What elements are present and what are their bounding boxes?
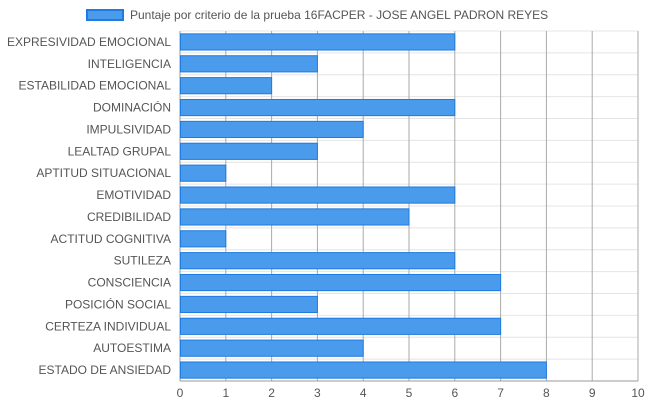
bar[interactable] [180,98,456,117]
legend-label: Puntaje por criterio de la prueba 16FACP… [130,8,549,22]
category-label: SUTILEZA [114,254,171,268]
category-label: AUTOESTIMA [93,341,171,355]
category-label: APTITUD SITUACIONAL [36,166,171,180]
x-tick-label: 1 [222,386,229,400]
x-tick-label: 4 [360,386,367,400]
x-tick-label: 9 [589,386,596,400]
bar[interactable] [180,164,227,182]
bar[interactable] [180,317,502,335]
category-label: EMOTIVIDAD [96,188,171,202]
bar[interactable] [180,273,502,292]
category-label: EXPRESIVIDAD EMOCIONAL [7,35,171,49]
x-tick-label: 3 [314,386,321,400]
x-tick-label: 8 [543,386,550,400]
bar[interactable] [180,142,318,160]
x-tick-label: 0 [177,386,184,400]
bar[interactable] [180,120,364,139]
bar[interactable] [180,208,410,226]
category-label: CREDIBILIDAD [87,210,171,224]
x-tick-label: 5 [406,386,413,400]
category-label: ESTADO DE ANSIEDAD [39,363,172,377]
category-label: ACTITUD COGNITIVA [51,232,171,246]
category-label: CONSCIENCIA [88,276,171,290]
bar[interactable] [180,295,318,314]
category-label: INTELIGENCIA [88,57,171,71]
bar[interactable] [180,186,456,204]
legend-swatch [86,9,124,21]
x-tick-label: 7 [497,386,504,400]
bar[interactable] [180,252,456,270]
bar[interactable] [180,361,547,379]
bar[interactable] [180,339,364,357]
category-label: POSICIÓN SOCIAL [65,296,171,311]
x-tick-label: 6 [451,386,458,400]
category-label: ESTABILIDAD EMOCIONAL [19,79,172,93]
bar[interactable] [180,33,456,51]
category-label: CERTEZA INDIVIDUAL [45,319,171,333]
bar[interactable] [180,55,318,73]
bar[interactable] [180,77,273,95]
x-tick-label: 2 [268,386,275,400]
bar[interactable] [180,230,227,248]
category-label: LEALTAD GRUPAL [68,144,172,158]
category-label: IMPULSIVIDAD [86,122,171,136]
x-tick-label: 10 [631,386,645,400]
legend[interactable]: Puntaje por criterio de la prueba 16FACP… [86,6,548,24]
category-label: DOMINACIÓN [93,100,171,115]
